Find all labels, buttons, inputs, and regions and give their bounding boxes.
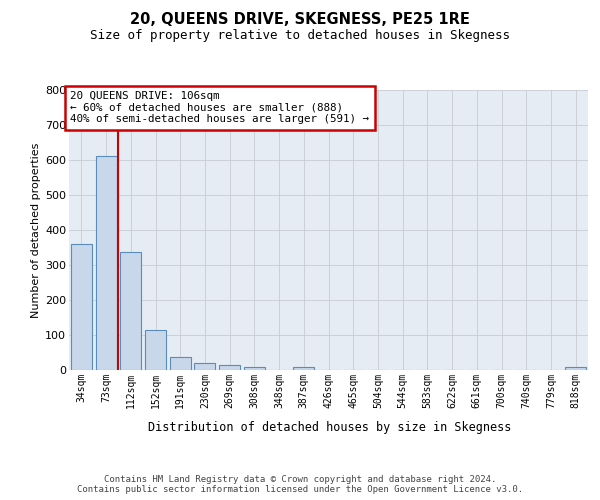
Bar	[219, 365, 240, 370]
Bar	[145, 330, 166, 370]
Text: Size of property relative to detached houses in Skegness: Size of property relative to detached ho…	[90, 29, 510, 42]
Bar	[71, 244, 92, 370]
Y-axis label: Number of detached properties: Number of detached properties	[31, 142, 41, 318]
Text: Distribution of detached houses by size in Skegness: Distribution of detached houses by size …	[148, 421, 512, 434]
Bar	[95, 156, 116, 370]
Bar	[194, 363, 215, 370]
Text: Contains HM Land Registry data © Crown copyright and database right 2024.
Contai: Contains HM Land Registry data © Crown c…	[77, 474, 523, 494]
Text: 20 QUEENS DRIVE: 106sqm
← 60% of detached houses are smaller (888)
40% of semi-d: 20 QUEENS DRIVE: 106sqm ← 60% of detache…	[70, 91, 369, 124]
Bar	[170, 357, 191, 370]
Text: 20, QUEENS DRIVE, SKEGNESS, PE25 1RE: 20, QUEENS DRIVE, SKEGNESS, PE25 1RE	[130, 12, 470, 28]
Bar	[293, 367, 314, 370]
Bar	[565, 367, 586, 370]
Bar	[120, 252, 141, 370]
Bar	[244, 366, 265, 370]
